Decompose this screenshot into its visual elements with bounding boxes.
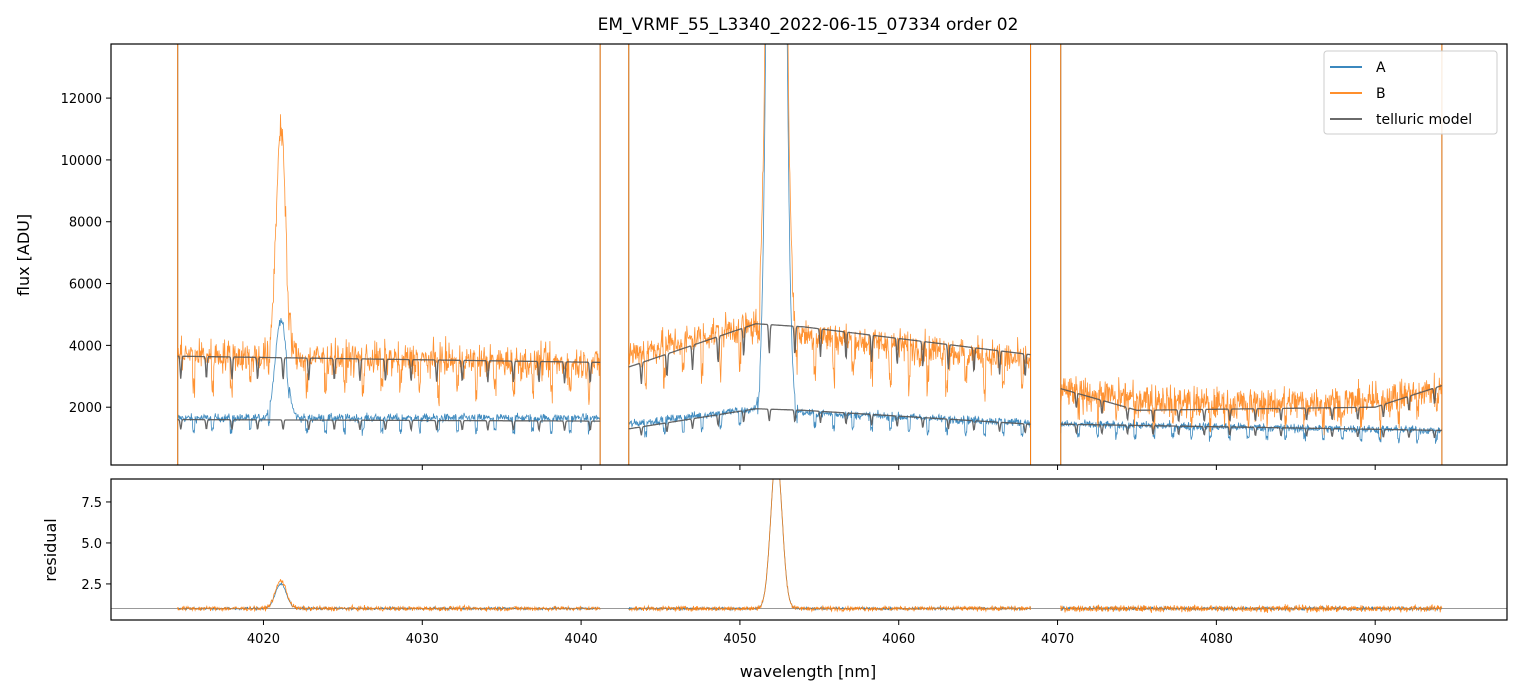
flux-y-tick-label: 2000 (69, 401, 102, 416)
residual-y-ticks: 2.5 5.0 7.5 (81, 496, 111, 593)
residual-b-segment-0 (177, 579, 601, 613)
residual-x-tick-label: 4070 (1041, 632, 1074, 647)
legend: A B telluric model (1323, 50, 1498, 135)
legend-label-a: A (1376, 60, 1386, 76)
flux-y-tick-label: 10000 (61, 154, 102, 169)
flux-y-axis-label: flux [ADU] (14, 214, 33, 296)
residual-axes-frame (110, 478, 1508, 621)
residual-series-group (111, 479, 1507, 613)
series-b-segment-2 (1060, 372, 1443, 440)
telluric-model-line-0 (177, 355, 601, 384)
flux-y-tick-label: 6000 (69, 278, 102, 293)
flux-y-tick-label: 12000 (61, 92, 102, 107)
residual-x-tick-label: 4090 (1359, 632, 1392, 647)
residual-y-tick-label: 7.5 (81, 496, 102, 511)
residual-y-axis-label: residual (41, 518, 60, 581)
flux-y-ticks: 2000 4000 6000 8000 10000 12000 (61, 92, 111, 416)
residual-y-tick-label: 2.5 (81, 578, 102, 593)
flux-y-tick-label: 4000 (69, 339, 102, 354)
residual-x-tick-label: 4030 (406, 632, 439, 647)
flux-panel: 2000 4000 6000 8000 10000 12000 flux [ADU] A … (14, 43, 1508, 470)
series-a-segment-2 (1060, 419, 1443, 444)
residual-a-segment-2 (1060, 605, 1443, 612)
flux-x-ticks (262, 465, 1376, 470)
residual-x-tick-label: 4020 (247, 632, 280, 647)
telluric-model-line-1 (177, 418, 601, 433)
residual-x-tick-label: 4080 (1200, 632, 1233, 647)
residual-b-segment-2 (1060, 603, 1443, 613)
residual-panel: 2.55.07.5 4020 4030 4040 4050 4060 4070 4080 40… (41, 478, 1508, 681)
telluric-model-line-2 (628, 323, 1031, 385)
residual-x-tick-label: 4040 (565, 632, 598, 647)
residual-b-segment-1 (628, 479, 1031, 613)
chart-title: EM_VRMF_55_L3340_2022-06-15_07334 order … (598, 15, 1019, 35)
flux-axes-frame (110, 43, 1508, 466)
residual-y-tick-label: 5.0 (81, 537, 102, 552)
residual-x-tick-label: 4060 (882, 632, 915, 647)
x-axis-label: wavelength [nm] (740, 662, 877, 681)
flux-y-tick-label: 8000 (69, 216, 102, 231)
flux-series-group (177, 44, 1443, 465)
legend-label-telluric: telluric model (1376, 112, 1472, 128)
legend-box (1323, 50, 1498, 135)
series-a-segment-0 (177, 318, 601, 436)
residual-x-tick-label: 4050 (723, 632, 756, 647)
telluric-model-line-5 (1060, 423, 1442, 439)
legend-label-b: B (1376, 86, 1386, 102)
telluric-model-line-3 (628, 408, 1031, 436)
residual-x-ticks: 4020 4030 4040 4050 4060 4070 4080 4090 (247, 620, 1392, 647)
telluric-model-line-4 (1060, 384, 1443, 423)
